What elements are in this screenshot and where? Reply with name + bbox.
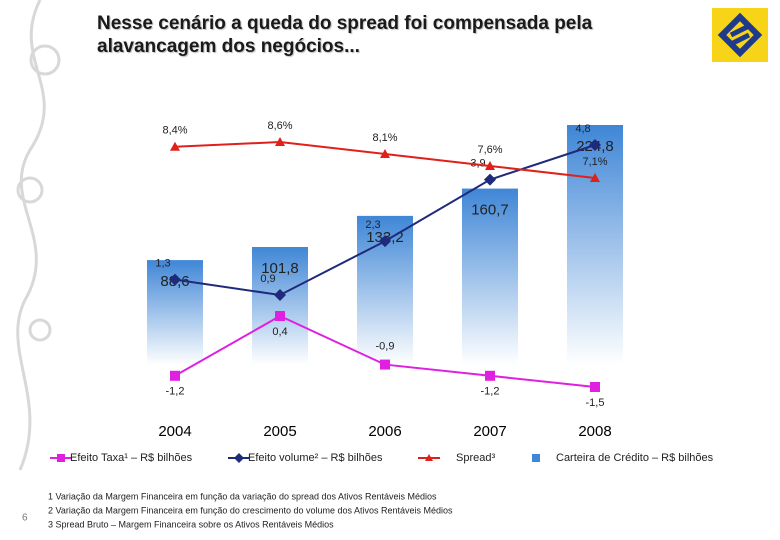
- value-label: 7,1%: [582, 156, 607, 168]
- marker: [380, 359, 390, 370]
- value-label: 8,4%: [162, 125, 187, 137]
- x-tick-label: 2008: [578, 423, 611, 440]
- marker: [380, 149, 390, 158]
- footnote: 1 Variação da Margem Financeira em funçã…: [48, 491, 437, 501]
- value-label: 160,7: [471, 202, 509, 219]
- legend-label: Efeito Taxa¹ – R$ bilhões: [70, 452, 193, 464]
- marker: [589, 139, 601, 151]
- value-label: -1,2: [481, 386, 500, 398]
- legend-swatch: [532, 454, 540, 462]
- bar: [567, 125, 623, 365]
- marker: [590, 382, 600, 392]
- value-label: -1,2: [166, 386, 185, 398]
- legend-marker: [234, 453, 244, 463]
- footnote: 3 Spread Bruto – Margem Financeira sobre…: [48, 519, 334, 529]
- marker: [590, 173, 600, 182]
- bar: [252, 247, 308, 365]
- x-tick-label: 2004: [158, 423, 191, 440]
- value-label: -0,9: [376, 340, 395, 352]
- logo: [712, 8, 768, 62]
- marker: [379, 235, 391, 248]
- marker: [275, 311, 285, 321]
- page-number: 6: [22, 513, 28, 524]
- value-label: 8,6%: [267, 120, 292, 132]
- legend-label: Efeito volume² – R$ bilhões: [248, 452, 383, 464]
- value-label: 0,9: [260, 273, 275, 285]
- marker: [485, 161, 495, 170]
- marker: [275, 137, 285, 146]
- legend-label: Carteira de Crédito – R$ bilhões: [556, 452, 714, 464]
- x-tick-label: 2005: [263, 423, 296, 440]
- value-label: 4,8: [575, 123, 590, 135]
- value-label: 8,1%: [372, 132, 397, 144]
- marker: [169, 273, 181, 286]
- value-label: 7,6%: [477, 144, 502, 156]
- decoration: [16, 0, 61, 471]
- legend-label: Spread³: [456, 452, 495, 464]
- bar: [462, 188, 518, 365]
- x-tick-label: 2006: [368, 423, 401, 440]
- marker: [274, 289, 286, 301]
- marker: [170, 370, 180, 381]
- value-label: -1,5: [586, 397, 605, 409]
- marker: [485, 370, 495, 381]
- value-label: 0,4: [272, 326, 287, 338]
- value-label: 101,8: [261, 260, 299, 277]
- series-line: [174, 140, 596, 179]
- value-label: 3,9: [470, 158, 485, 170]
- marker: [170, 141, 180, 151]
- value-label: 2,3: [365, 219, 380, 231]
- value-label: 1,3: [155, 258, 170, 270]
- footnote: 2 Variação da Margem Financeira em funçã…: [48, 505, 453, 515]
- marker: [484, 173, 496, 186]
- legend-marker: [57, 454, 65, 462]
- x-tick-label: 2007: [473, 423, 506, 440]
- legend-marker: [425, 454, 433, 461]
- slide-title: Nesse cenário a queda do spread foi comp…: [97, 13, 593, 57]
